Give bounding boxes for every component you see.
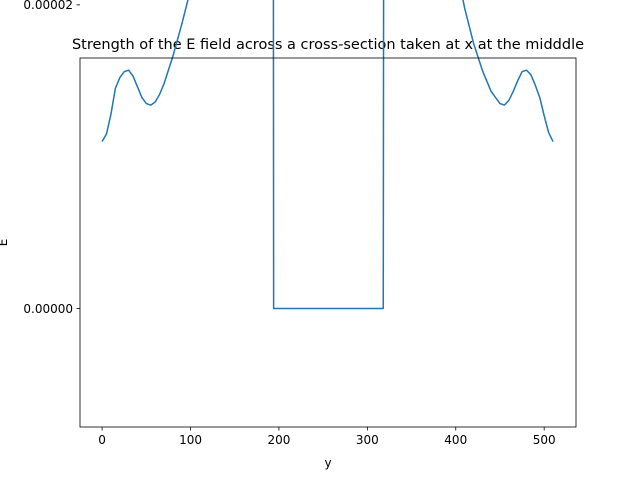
x-tick-label: 100 <box>179 433 202 447</box>
x-tick-label: 400 <box>444 433 467 447</box>
plot-frame <box>79 57 577 428</box>
x-tick-label: 200 <box>267 433 290 447</box>
x-tick-label: 0 <box>98 433 106 447</box>
axis-ticks: 01002003004005000.000000.000020.000040.0… <box>23 0 555 447</box>
plot-region <box>101 0 554 310</box>
x-axis-label: y <box>324 456 331 470</box>
y-axis-label: E <box>0 239 10 247</box>
chart-title: Strength of the E field across a cross-s… <box>72 37 584 53</box>
y-tick-label: 0.00000 <box>23 302 73 316</box>
x-tick-label: 500 <box>533 433 556 447</box>
y-tick-label: 0.00002 <box>23 0 73 12</box>
x-tick-label: 300 <box>356 433 379 447</box>
e-field-line <box>101 0 554 310</box>
